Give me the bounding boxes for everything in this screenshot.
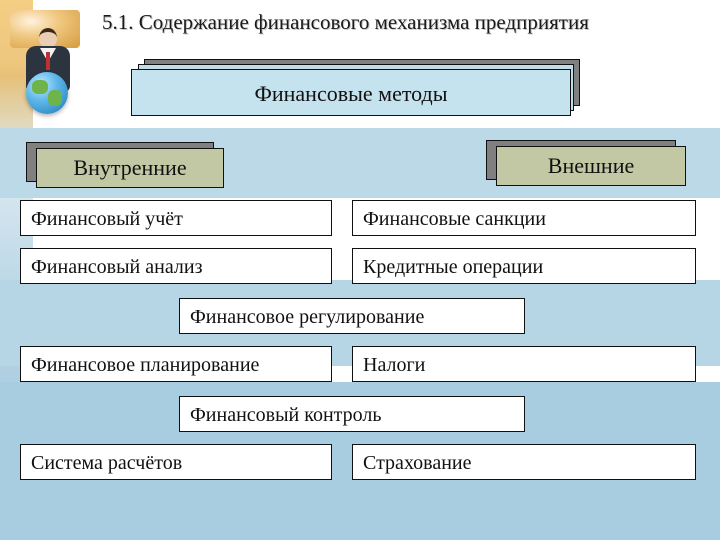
cell-r4r: Налоги xyxy=(352,346,696,382)
cell-text: Финансовый контроль xyxy=(190,404,381,426)
cell-r5c: Финансовый контроль xyxy=(179,396,525,432)
globe-image xyxy=(26,72,68,114)
cell-r6l: Система расчётов xyxy=(20,444,332,480)
cell-text: Финансовое планирование xyxy=(31,354,259,376)
cell-r4l: Финансовое планирование xyxy=(20,346,332,382)
external-category: Внешние xyxy=(496,146,686,186)
cell-r2r: Кредитные операции xyxy=(352,248,696,284)
main-box-label: Финансовые методы xyxy=(254,81,447,106)
cell-text: Финансовое регулирование xyxy=(190,306,424,328)
cell-r1r: Финансовые санкции xyxy=(352,200,696,236)
cell-r3c: Финансовое регулирование xyxy=(179,298,525,334)
cell-text: Налоги xyxy=(363,354,425,376)
cell-text: Кредитные операции xyxy=(363,256,543,278)
internal-label: Внутренние xyxy=(73,155,186,180)
page-title: 5.1. Содержание финансового механизма пр… xyxy=(102,10,702,35)
cell-text: Страхование xyxy=(363,452,472,474)
cell-text: Финансовые санкции xyxy=(363,208,546,230)
cell-r6r: Страхование xyxy=(352,444,696,480)
main-box: Финансовые методы xyxy=(131,69,571,116)
cell-r1l: Финансовый учёт xyxy=(20,200,332,236)
external-label: Внешние xyxy=(548,153,634,178)
cell-text: Система расчётов xyxy=(31,452,182,474)
cell-text: Финансовый анализ xyxy=(31,256,202,278)
cell-text: Финансовый учёт xyxy=(31,208,183,230)
internal-category: Внутренние xyxy=(36,148,224,188)
cell-r2l: Финансовый анализ xyxy=(20,248,332,284)
